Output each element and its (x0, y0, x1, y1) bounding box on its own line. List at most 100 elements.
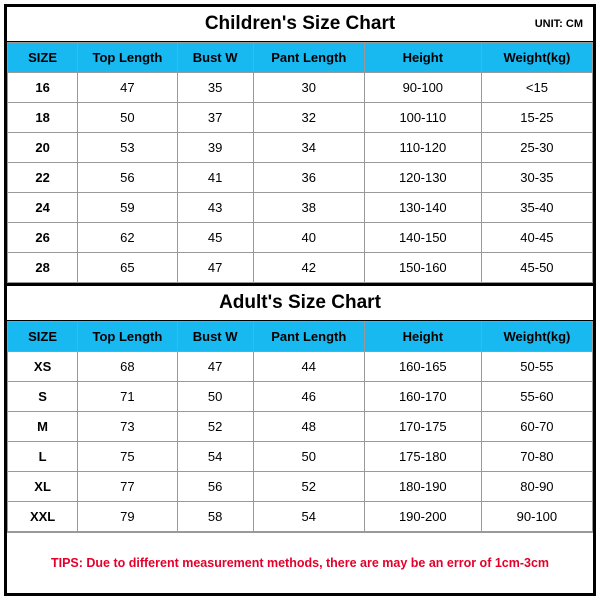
table-cell: 34 (253, 133, 364, 163)
column-header: Top Length (78, 322, 177, 352)
adult-title: Adult's Size Chart (219, 292, 381, 313)
table-row: XS684744160-16550-55 (8, 352, 593, 382)
table-cell: 44 (253, 352, 364, 382)
table-cell: 75 (78, 442, 177, 472)
children-unit: UNIT: CM (535, 18, 583, 30)
table-row: XL775652180-19080-90 (8, 472, 593, 502)
table-cell: 100-110 (364, 103, 481, 133)
table-cell: 160-170 (364, 382, 481, 412)
table-row: 24594338130-14035-40 (8, 193, 593, 223)
table-cell: 77 (78, 472, 177, 502)
column-header: Weight(kg) (481, 43, 592, 73)
table-cell: 20 (8, 133, 78, 163)
table-cell: S (8, 382, 78, 412)
table-cell: 79 (78, 502, 177, 532)
table-cell: 59 (78, 193, 177, 223)
table-cell: 16 (8, 73, 78, 103)
table-cell: 46 (253, 382, 364, 412)
table-cell: 60-70 (481, 412, 592, 442)
table-cell: 45 (177, 223, 253, 253)
table-cell: 90-100 (364, 73, 481, 103)
table-cell: 38 (253, 193, 364, 223)
table-cell: 50-55 (481, 352, 592, 382)
table-cell: 54 (253, 502, 364, 532)
table-cell: 18 (8, 103, 78, 133)
table-cell: 53 (78, 133, 177, 163)
table-cell: 35-40 (481, 193, 592, 223)
table-cell: 40 (253, 223, 364, 253)
table-cell: 24 (8, 193, 78, 223)
column-header: Weight(kg) (481, 322, 592, 352)
table-cell: 50 (253, 442, 364, 472)
table-cell: 47 (78, 73, 177, 103)
table-row: 28654742150-16045-50 (8, 253, 593, 283)
table-cell: 170-175 (364, 412, 481, 442)
table-row: 20533934110-12025-30 (8, 133, 593, 163)
table-cell: 110-120 (364, 133, 481, 163)
table-cell: 40-45 (481, 223, 592, 253)
table-cell: 56 (177, 472, 253, 502)
table-cell: 50 (78, 103, 177, 133)
table-cell: 48 (253, 412, 364, 442)
table-cell: 41 (177, 163, 253, 193)
adult-table: SIZETop LengthBust WPant LengthHeightWei… (7, 321, 593, 532)
table-cell: 65 (78, 253, 177, 283)
table-cell: 52 (253, 472, 364, 502)
table-cell: 15-25 (481, 103, 592, 133)
table-cell: 37 (177, 103, 253, 133)
table-cell: 140-150 (364, 223, 481, 253)
table-cell: 36 (253, 163, 364, 193)
table-cell: 73 (78, 412, 177, 442)
table-cell: 35 (177, 73, 253, 103)
table-cell: 30 (253, 73, 364, 103)
table-row: 26624540140-15040-45 (8, 223, 593, 253)
table-cell: <15 (481, 73, 592, 103)
children-table: SIZETop LengthBust WPant LengthHeightWei… (7, 42, 593, 283)
table-cell: 70-80 (481, 442, 592, 472)
table-cell: 150-160 (364, 253, 481, 283)
table-cell: 58 (177, 502, 253, 532)
table-cell: 47 (177, 352, 253, 382)
table-cell: M (8, 412, 78, 442)
column-header: Height (364, 322, 481, 352)
table-cell: 68 (78, 352, 177, 382)
table-cell: 39 (177, 133, 253, 163)
table-cell: 50 (177, 382, 253, 412)
tips-note: TIPS: Due to different measurement metho… (7, 532, 593, 593)
column-header: Height (364, 43, 481, 73)
table-cell: XXL (8, 502, 78, 532)
table-cell: 130-140 (364, 193, 481, 223)
table-cell: 54 (177, 442, 253, 472)
table-cell: 28 (8, 253, 78, 283)
table-row: S715046160-17055-60 (8, 382, 593, 412)
adult-title-row: Adult's Size Chart (7, 283, 593, 321)
table-header-row: SIZETop LengthBust WPant LengthHeightWei… (8, 322, 593, 352)
column-header: SIZE (8, 322, 78, 352)
table-cell: 32 (253, 103, 364, 133)
table-cell: 43 (177, 193, 253, 223)
table-cell: 47 (177, 253, 253, 283)
column-header: Bust W (177, 43, 253, 73)
table-cell: 52 (177, 412, 253, 442)
table-cell: 71 (78, 382, 177, 412)
table-header-row: SIZETop LengthBust WPant LengthHeightWei… (8, 43, 593, 73)
table-cell: 175-180 (364, 442, 481, 472)
table-cell: 190-200 (364, 502, 481, 532)
table-cell: 45-50 (481, 253, 592, 283)
children-title: Children's Size Chart (205, 13, 395, 34)
table-cell: 62 (78, 223, 177, 253)
column-header: Bust W (177, 322, 253, 352)
table-row: M735248170-17560-70 (8, 412, 593, 442)
table-row: 18503732100-11015-25 (8, 103, 593, 133)
table-row: L755450175-18070-80 (8, 442, 593, 472)
table-cell: 180-190 (364, 472, 481, 502)
table-cell: 160-165 (364, 352, 481, 382)
size-chart-container: Children's Size Chart UNIT: CM SIZETop L… (4, 4, 596, 596)
table-cell: 55-60 (481, 382, 592, 412)
table-cell: 90-100 (481, 502, 592, 532)
column-header: Pant Length (253, 322, 364, 352)
table-cell: L (8, 442, 78, 472)
table-row: 22564136120-13030-35 (8, 163, 593, 193)
table-cell: 25-30 (481, 133, 592, 163)
table-cell: 22 (8, 163, 78, 193)
